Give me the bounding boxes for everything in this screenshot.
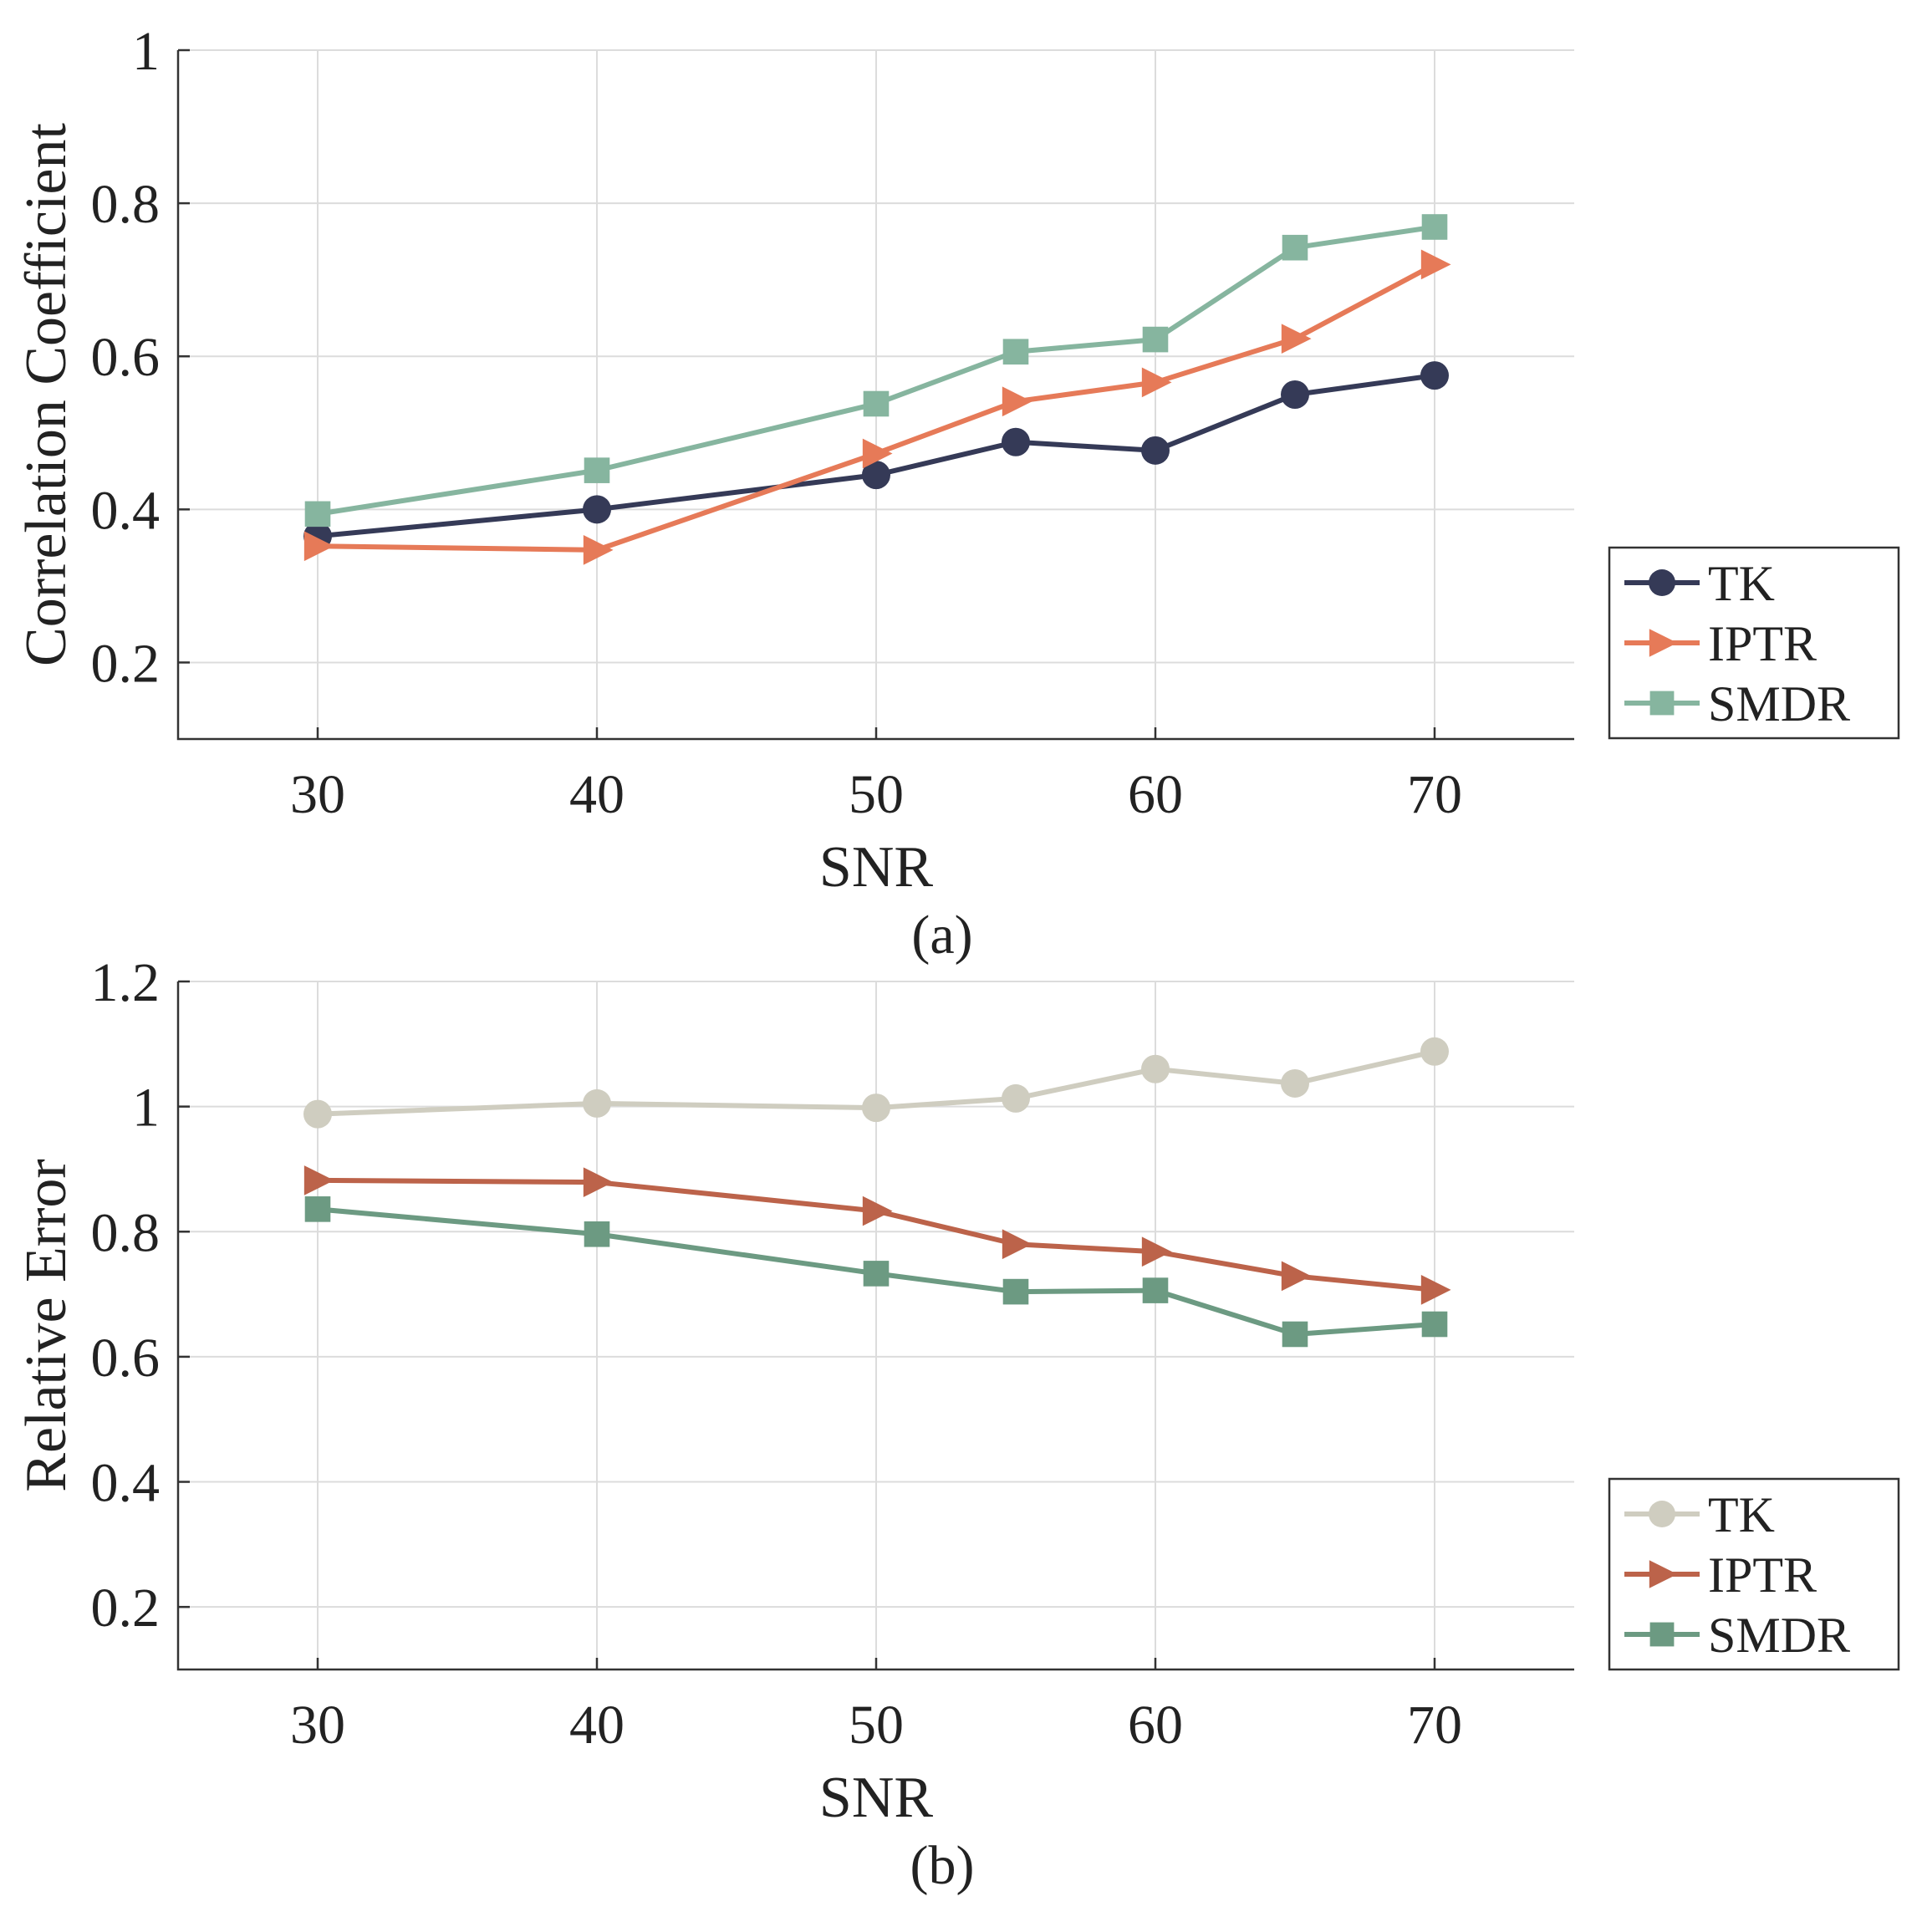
y-tick-label: 0.4: [91, 1453, 161, 1514]
chart-a: 0.2 0.4 0.6 0.8 1 30 40 50 60 70 SNR Correlation Co…: [14, 21, 1900, 966]
data-point: [1281, 1068, 1309, 1098]
data-point: [1141, 367, 1172, 398]
series-tk: [303, 1037, 1449, 1129]
y-axis-title: Correlation Coefficient: [14, 123, 79, 666]
chart-caption: (b): [910, 1835, 975, 1896]
y-tick-label: 0.6: [91, 1328, 161, 1389]
chart-caption: (a): [911, 905, 972, 966]
data-point: [1142, 1277, 1169, 1303]
x-tick-label: 40: [569, 764, 625, 825]
data-point: [583, 1167, 614, 1198]
x-tick-label: 70: [1407, 764, 1462, 825]
data-point: [1002, 1278, 1029, 1305]
data-point: [1281, 1261, 1312, 1292]
legend-marker: [1649, 569, 1675, 596]
y-tick-label: 0.4: [91, 480, 161, 541]
legend-label: SMDR: [1708, 676, 1850, 732]
data-point: [862, 461, 890, 490]
x-tick-label: 30: [290, 764, 345, 825]
x-tick-label: 60: [1128, 764, 1183, 825]
data-point: [584, 457, 610, 483]
data-point: [1142, 326, 1169, 353]
data-point: [1002, 386, 1032, 417]
data-point: [304, 501, 331, 528]
legend-marker: [1649, 629, 1678, 657]
series-iptr: [303, 249, 1451, 565]
x-tick-label: 40: [569, 1695, 625, 1756]
series-smdr: [304, 1196, 1448, 1348]
data-point: [862, 1093, 890, 1123]
y-axis-title: Relative Error: [14, 1159, 79, 1491]
data-point: [1282, 1321, 1308, 1348]
y-tick-label: 0.6: [91, 327, 161, 388]
y-tick-label: 0.2: [91, 1578, 161, 1639]
data-point: [1420, 361, 1449, 390]
data-point: [1141, 1236, 1172, 1267]
x-tick-label: 70: [1407, 1695, 1462, 1756]
data-point: [1420, 249, 1451, 280]
data-point: [303, 531, 334, 562]
x-tick-label: 50: [849, 764, 904, 825]
series-iptr: [303, 1165, 1451, 1305]
data-point: [1421, 1311, 1448, 1338]
x-tick-label: 30: [290, 1695, 345, 1756]
data-point: [1141, 436, 1170, 465]
x-axis-title: SNR: [819, 835, 933, 900]
x-axis-title: SNR: [819, 1766, 933, 1830]
data-point: [1281, 380, 1309, 409]
data-point: [863, 1261, 890, 1287]
data-point: [583, 495, 611, 524]
legend-marker: [1649, 1560, 1678, 1588]
data-point: [303, 1099, 332, 1129]
data-point: [584, 1221, 610, 1247]
data-point: [1421, 214, 1448, 240]
data-point: [1420, 1275, 1451, 1305]
data-point: [1002, 339, 1029, 365]
y-tick-label: 1.2: [91, 952, 161, 1013]
data-point: [1002, 1083, 1030, 1113]
chart-b: 0.2 0.4 0.6 0.8 1 1.2 30 40 50 60 70 SNR Relative Er…: [14, 952, 1900, 1896]
series-tk: [303, 361, 1449, 551]
axes: [176, 981, 1574, 1671]
legend-marker: [1649, 691, 1675, 716]
axes: [176, 50, 1574, 741]
data-point: [1281, 324, 1312, 354]
y-tick-label: 1: [132, 21, 160, 82]
data-point: [1002, 1229, 1032, 1260]
y-tick-label: 0.8: [91, 1202, 161, 1263]
data-point: [583, 535, 614, 565]
y-tick-label: 0.8: [91, 174, 161, 235]
legend-marker: [1649, 1501, 1675, 1527]
legend-label: SMDR: [1708, 1608, 1850, 1663]
data-point: [583, 1088, 611, 1118]
x-tick-label: 60: [1128, 1695, 1183, 1756]
y-tick-label: 0.2: [91, 633, 161, 694]
data-point: [1141, 1054, 1170, 1083]
data-point: [862, 438, 893, 469]
y-tick-label: 1: [132, 1078, 160, 1139]
data-point: [1420, 1037, 1449, 1066]
legend-marker: [1649, 1622, 1675, 1647]
data-point: [303, 1165, 334, 1195]
series-smdr: [304, 214, 1448, 528]
data-point: [304, 1196, 331, 1222]
data-point: [863, 390, 890, 417]
legend-label: TK: [1708, 556, 1775, 611]
data-point: [1282, 234, 1308, 261]
legend-label: IPTR: [1708, 1547, 1817, 1603]
x-tick-label: 50: [849, 1695, 904, 1756]
legend-label: IPTR: [1708, 616, 1817, 671]
data-point: [1002, 427, 1030, 456]
data-point: [862, 1195, 893, 1226]
legend-label: TK: [1708, 1487, 1775, 1542]
